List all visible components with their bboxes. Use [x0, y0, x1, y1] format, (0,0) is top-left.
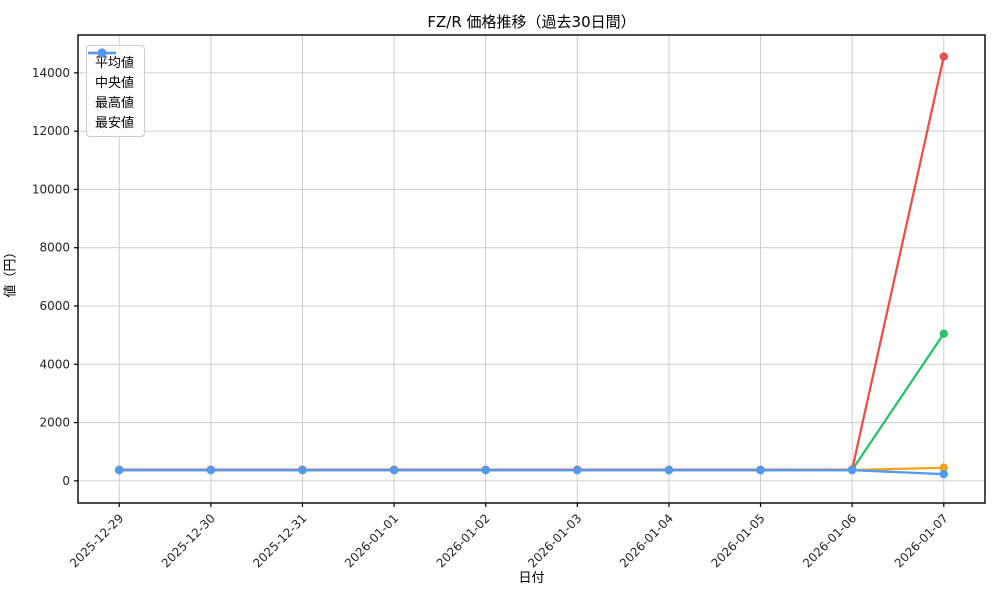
y-tick-label: 0 — [62, 474, 70, 488]
data-point-最安値 — [389, 466, 399, 475]
x-axis-label: 日付 — [518, 571, 545, 586]
data-point-最安値 — [115, 466, 124, 475]
legend-label: 最高値 — [95, 95, 135, 111]
plot-border — [77, 34, 986, 504]
data-point-最安値 — [939, 469, 948, 479]
data-point-最安値 — [664, 466, 674, 475]
legend-entry: 中央値 — [88, 48, 135, 91]
legend-entry: 最安値 — [88, 48, 135, 131]
y-tick-label: 6000 — [39, 299, 70, 313]
data-point-最安値 — [847, 465, 857, 475]
series-line-最安値 — [118, 468, 945, 476]
y-tick-label: 14000 — [32, 66, 70, 80]
data-point-平均値 — [939, 329, 948, 338]
y-tick-label: 8000 — [39, 241, 70, 255]
data-point-中央値 — [939, 463, 948, 472]
data-point-最安値 — [298, 466, 307, 475]
data-point-最安値 — [573, 466, 582, 475]
y-tick-label: 12000 — [32, 124, 70, 138]
data-point-最高値 — [939, 52, 948, 61]
y-tick-label: 10000 — [32, 182, 70, 196]
legend: 平均値中央値最高値最安値 — [86, 45, 146, 137]
legend-label: 最安値 — [95, 115, 135, 131]
y-tick-label: 2000 — [39, 416, 70, 430]
legend-label: 中央値 — [95, 75, 135, 91]
y-axis-label: 値（円） — [3, 245, 19, 298]
legend-label: 平均値 — [95, 55, 135, 71]
chart-title: FZ/R 価格推移（過去30日間） — [427, 13, 636, 31]
y-tick-label: 4000 — [39, 357, 70, 371]
data-point-最安値 — [206, 466, 216, 475]
legend-entry: 最高値 — [88, 48, 135, 111]
data-point-最安値 — [756, 466, 765, 475]
data-point-最安値 — [481, 466, 490, 475]
legend-marker-icon — [88, 48, 116, 58]
